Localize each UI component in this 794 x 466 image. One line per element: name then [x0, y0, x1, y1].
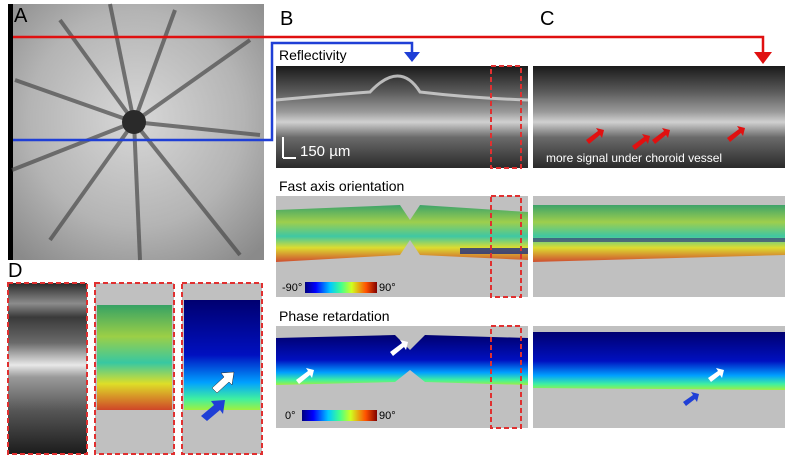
panel-label-b: B	[280, 8, 294, 30]
arrow-up-right-icon	[683, 392, 699, 406]
arrow-up-right-icon	[652, 128, 670, 144]
arrow-up-right-icon	[708, 368, 724, 382]
highlight-box	[490, 65, 522, 169]
highlight-box	[490, 325, 522, 429]
fast-axis-colorbar-min: -90°	[282, 282, 303, 294]
panel-label-d: D	[8, 260, 23, 282]
arrow-up-right-icon	[296, 368, 314, 384]
blue-scan-line	[13, 41, 414, 142]
red-arrows	[586, 126, 745, 150]
red-scan-line	[13, 35, 765, 52]
panel-c-phase-retardation-image	[533, 326, 785, 428]
panel-label-c: C	[540, 8, 555, 30]
arrow-up-right-icon	[201, 400, 225, 421]
panel-c-reflectivity-image	[533, 66, 785, 168]
arrow-down-icon	[754, 52, 772, 64]
choroid-note: more signal under choroid vessel	[546, 151, 723, 165]
optic-disc	[122, 110, 146, 134]
fast-axis-colorbar-max: 90°	[379, 282, 396, 294]
retinal-vessels	[11, 3, 261, 261]
arrow-up-right-icon	[727, 126, 745, 142]
fast-axis-colorbar	[305, 282, 377, 293]
phase-retardation-title: Phase retardation	[279, 308, 390, 324]
panel-a-fundus	[8, 3, 772, 261]
fast-axis-title: Fast axis orientation	[279, 178, 405, 194]
panel-label-a: A	[14, 5, 28, 27]
arrow-up-right-icon	[632, 134, 650, 150]
phase-colorbar-max: 90°	[379, 410, 396, 422]
panel-c-fast-axis-image	[533, 196, 785, 297]
arrow-down-icon	[404, 52, 420, 62]
panel-d-reflectivity	[7, 282, 88, 455]
panel-d	[7, 282, 263, 455]
panel-b-phase-retardation-image	[276, 325, 528, 429]
panel-b-reflectivity-image	[275, 65, 529, 169]
panel-d-fast-axis	[94, 282, 175, 455]
phase-colorbar-min: 0°	[285, 410, 296, 422]
scale-bar-label: 150 µm	[300, 143, 351, 160]
arrow-up-right-icon	[390, 340, 408, 356]
phase-colorbar	[302, 410, 377, 421]
highlight-box	[490, 195, 522, 298]
reflectivity-title: Reflectivity	[279, 47, 347, 63]
panel-d-phase	[181, 282, 263, 455]
panel-b-fast-axis-image	[276, 195, 528, 298]
arrow-up-right-icon	[211, 371, 235, 394]
arrow-up-right-icon	[586, 128, 604, 144]
